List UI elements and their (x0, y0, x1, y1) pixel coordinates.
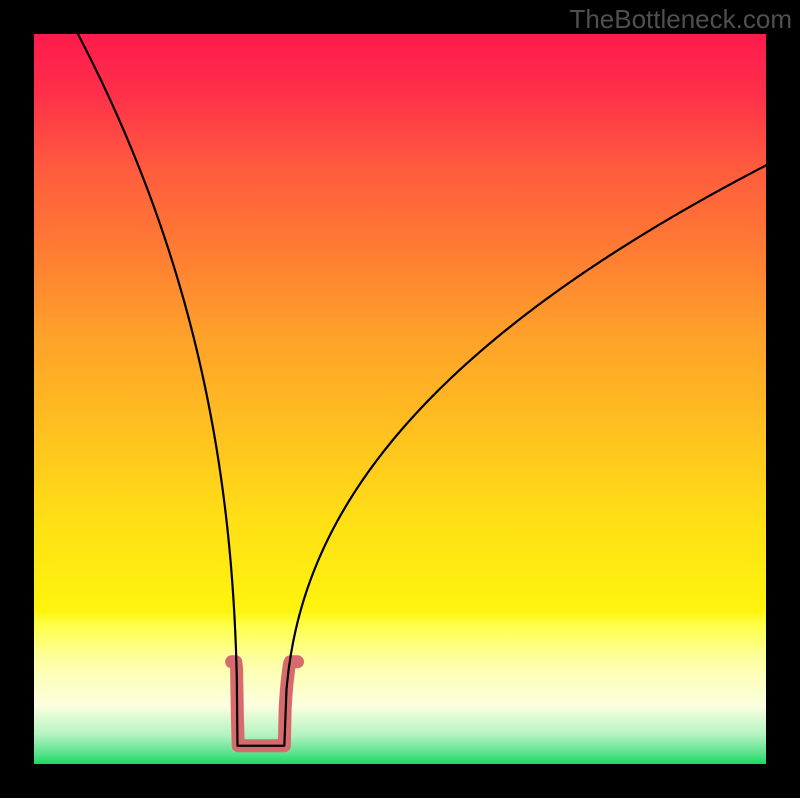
chart-stage: { "canvas": { "width": 800, "height": 80… (0, 0, 800, 800)
watermark-text: TheBottleneck.com (569, 4, 792, 35)
curve-layer (34, 34, 766, 764)
plot-area (34, 34, 766, 764)
v-curve (78, 34, 766, 746)
